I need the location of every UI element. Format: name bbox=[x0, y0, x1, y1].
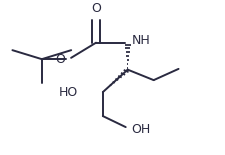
Text: NH: NH bbox=[132, 34, 150, 47]
Text: HO: HO bbox=[58, 86, 78, 99]
Text: O: O bbox=[55, 53, 65, 66]
Text: O: O bbox=[91, 2, 101, 15]
Text: OH: OH bbox=[130, 123, 150, 136]
